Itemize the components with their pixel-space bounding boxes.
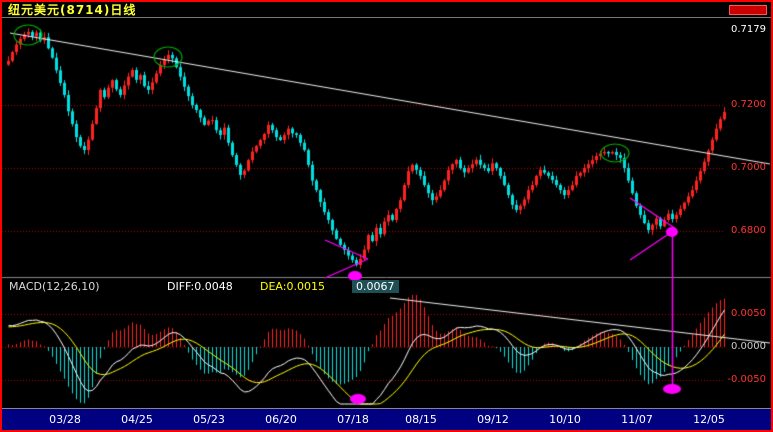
date-label: 04/25 [121, 413, 153, 426]
date-axis: 03/28 04/25 05/23 06/20 07/18 08/15 09/12 10/10… [2, 408, 771, 430]
titlebar-red-button[interactable] [729, 5, 767, 15]
macd-dea-value: DEA:0.0015 [260, 280, 325, 293]
price-high-label: 0.7179 [731, 24, 766, 35]
date-label: 07/18 [337, 413, 369, 426]
macd-bar-value: 0.0067 [352, 280, 399, 293]
macd-diff-value: DIFF:0.0048 [167, 280, 233, 293]
chart-canvas[interactable] [2, 18, 771, 408]
date-label: 08/15 [405, 413, 437, 426]
date-label: 05/23 [193, 413, 225, 426]
price-axis-label: 0.7200 [731, 99, 766, 110]
macd-axis-label: 0.0050 [731, 308, 766, 319]
price-axis-label: 0.7000 [731, 162, 766, 173]
date-label: 12/05 [693, 413, 725, 426]
title-bar: 纽元美元(8714)日线 [2, 2, 771, 18]
macd-header: MACD(12,26,10) DIFF:0.0048 DEA:0.0015 0.… [2, 280, 771, 294]
macd-indicator-label: MACD(12,26,10) [9, 280, 100, 293]
date-label: 06/20 [265, 413, 297, 426]
price-axis-label: 0.6800 [731, 225, 766, 236]
macd-axis-label: -0.0050 [727, 374, 766, 385]
date-label: 09/12 [477, 413, 509, 426]
date-label: 11/07 [621, 413, 653, 426]
window-title: 纽元美元(8714)日线 [8, 2, 137, 17]
date-label: 03/28 [49, 413, 81, 426]
macd-axis-label: 0.0000 [731, 341, 766, 352]
date-label: 10/10 [549, 413, 581, 426]
